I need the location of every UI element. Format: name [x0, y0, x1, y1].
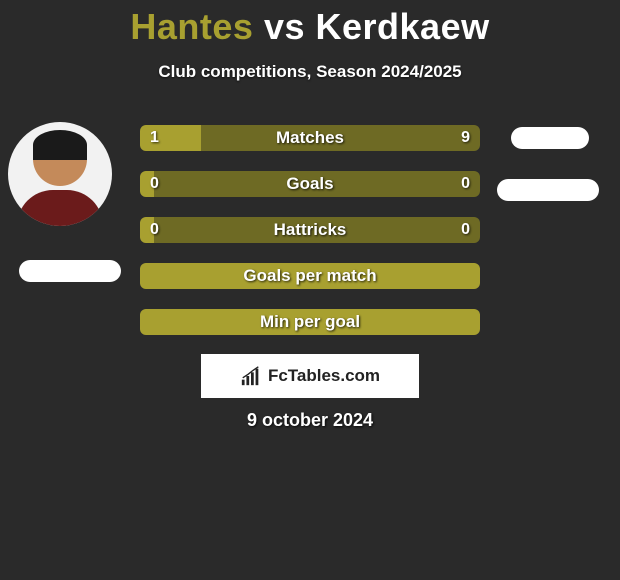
- player2-name: Kerdkaew: [316, 6, 490, 47]
- vs-text: vs: [264, 6, 305, 47]
- avatar-head: [33, 132, 87, 186]
- player2-avatar-placeholder: [511, 127, 589, 149]
- bar-right-value: 0: [461, 217, 470, 243]
- player1-name-plate: [19, 260, 121, 282]
- player1-name: Hantes: [130, 6, 253, 47]
- bar-seg-right: [201, 125, 480, 151]
- subtitle: Club competitions, Season 2024/2025: [0, 62, 620, 82]
- bar-row: Goals00: [140, 171, 480, 197]
- bar-seg-right: [154, 171, 480, 197]
- logo-text: FcTables.com: [268, 366, 380, 386]
- fctables-icon: [240, 365, 262, 387]
- bar-row: Matches19: [140, 125, 480, 151]
- page-title: Hantes vs Kerdkaew: [0, 0, 620, 48]
- avatar-hair: [33, 130, 87, 160]
- bar-row: Hattricks00: [140, 217, 480, 243]
- logo-box: FcTables.com: [201, 354, 419, 398]
- bar-row: Min per goal: [140, 309, 480, 335]
- bar-seg-right: [154, 217, 480, 243]
- bar-left-value: 1: [150, 125, 159, 151]
- player1-avatar: [8, 122, 112, 226]
- date-label: 9 october 2024: [0, 410, 620, 431]
- bar-seg-full: [140, 309, 480, 335]
- avatar-shoulders: [17, 190, 103, 226]
- bar-seg-full: [140, 263, 480, 289]
- bar-left-value: 0: [150, 171, 159, 197]
- bar-row: Goals per match: [140, 263, 480, 289]
- bar-right-value: 9: [461, 125, 470, 151]
- comparison-bars: Matches19Goals00Hattricks00Goals per mat…: [140, 125, 480, 355]
- bar-left-value: 0: [150, 217, 159, 243]
- bar-right-value: 0: [461, 171, 470, 197]
- player2-name-plate: [497, 179, 599, 201]
